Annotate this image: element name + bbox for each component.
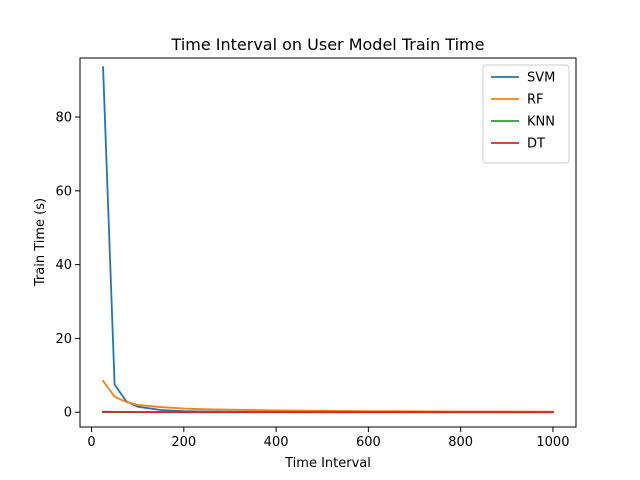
y-axis: 0 20 40 60 80 xyxy=(55,111,80,421)
x-tick-label: 0 xyxy=(87,435,95,450)
y-axis-label: Train Time (s) xyxy=(33,198,48,287)
x-tick-label: 1000 xyxy=(536,435,569,450)
y-tick-label: 80 xyxy=(55,111,72,126)
plot-frame xyxy=(79,57,577,428)
legend-label-knn: KNN xyxy=(527,115,555,130)
x-tick-label: 600 xyxy=(356,435,381,450)
y-tick-label: 20 xyxy=(55,332,72,347)
y-tick-label: 40 xyxy=(55,258,72,273)
legend-label-dt: DT xyxy=(527,137,545,152)
legend: SVM RF KNN DT xyxy=(482,64,570,164)
y-tick-label: 60 xyxy=(55,184,72,199)
plot-area xyxy=(101,66,554,414)
x-tick-label: 400 xyxy=(264,435,289,450)
y-tick-label: 0 xyxy=(64,406,72,421)
x-axis: 0 200 400 600 800 1000 xyxy=(87,427,569,450)
legend-box xyxy=(482,64,570,164)
x-tick-label: 800 xyxy=(448,435,473,450)
chart-title: Time Interval on User Model Train Time xyxy=(171,35,485,54)
legend-label-svm: SVM xyxy=(527,71,555,86)
x-tick-label: 200 xyxy=(171,435,196,450)
x-axis-label: Time Interval xyxy=(284,456,371,471)
legend-label-rf: RF xyxy=(527,93,544,108)
